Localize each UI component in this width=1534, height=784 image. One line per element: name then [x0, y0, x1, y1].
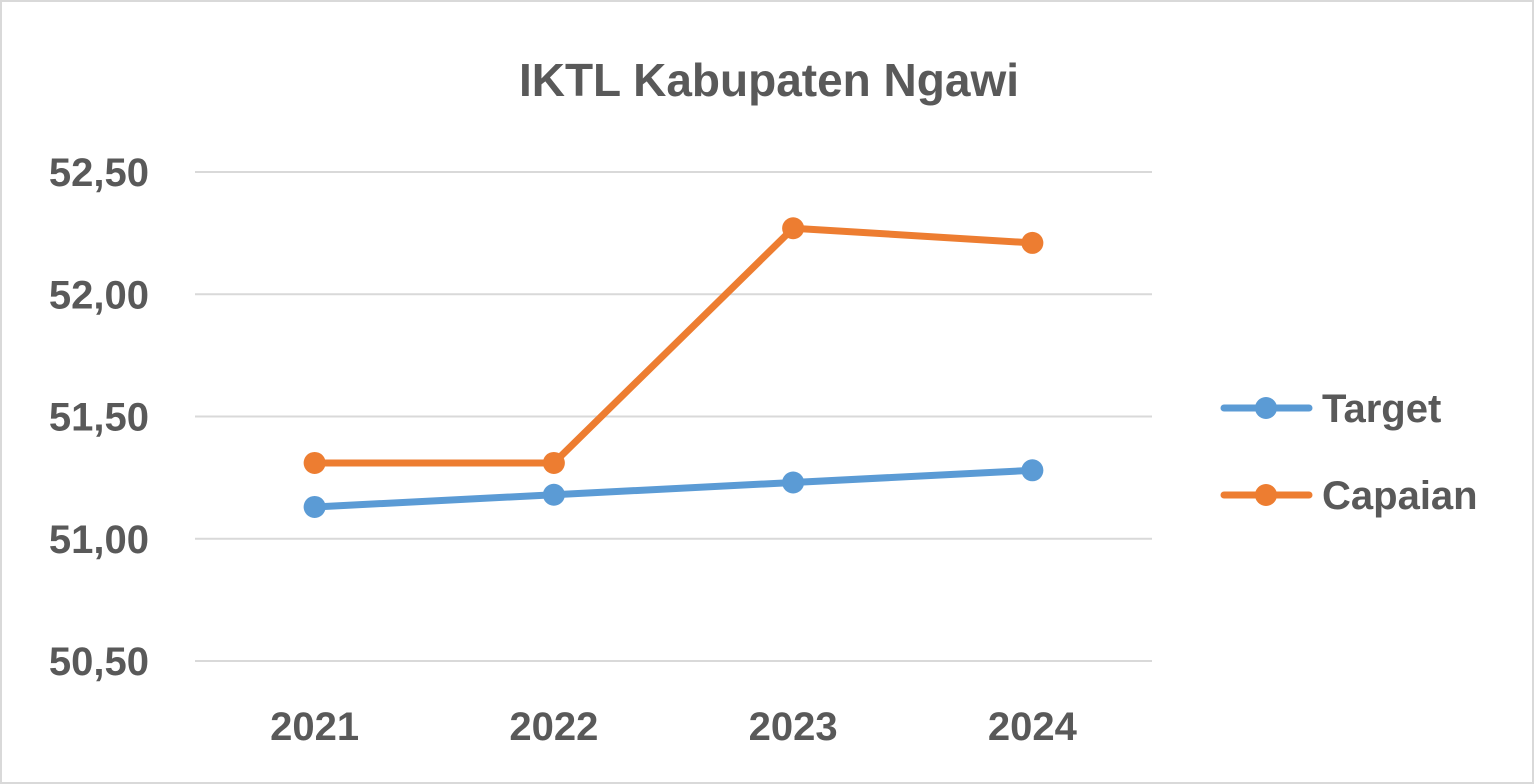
- y-tick-label: 52,00: [49, 273, 149, 317]
- data-point: [542, 483, 565, 506]
- legend-marker: [1255, 484, 1277, 506]
- legend-label: Capaian: [1322, 474, 1478, 518]
- series-lines: [303, 217, 1044, 518]
- gridlines: [195, 171, 1152, 662]
- legend-label: Target: [1322, 387, 1441, 431]
- y-axis-ticks: 50,50 51,00 51,50 52,00 52,50: [49, 151, 149, 684]
- y-tick-label: 52,50: [49, 151, 149, 195]
- legend-item-target: Target: [1220, 387, 1441, 431]
- legend-marker: [1255, 397, 1277, 419]
- data-point: [542, 451, 565, 474]
- chart-title: IKTL Kabupaten Ngawi: [519, 54, 1019, 106]
- series-line: [311, 466, 1036, 511]
- x-tick-label: 2024: [988, 705, 1078, 749]
- series-line: [311, 224, 1036, 467]
- y-tick-label: 51,50: [49, 396, 149, 440]
- legend: Target Capaian: [1220, 387, 1478, 518]
- data-point: [782, 217, 805, 240]
- x-axis-ticks: 2021 2022 2023 2024: [270, 705, 1077, 749]
- data-point: [303, 495, 326, 518]
- series-capaian: [303, 217, 1044, 474]
- data-point: [1021, 231, 1044, 254]
- x-tick-label: 2022: [509, 705, 598, 749]
- data-point: [1021, 459, 1044, 482]
- data-point: [303, 451, 326, 474]
- y-tick-label: 51,00: [49, 518, 149, 562]
- x-tick-label: 2021: [270, 705, 359, 749]
- y-tick-label: 50,50: [49, 640, 149, 684]
- x-tick-label: 2023: [749, 705, 838, 749]
- legend-item-capaian: Capaian: [1220, 474, 1478, 518]
- data-point: [782, 471, 805, 494]
- series-target: [303, 459, 1044, 518]
